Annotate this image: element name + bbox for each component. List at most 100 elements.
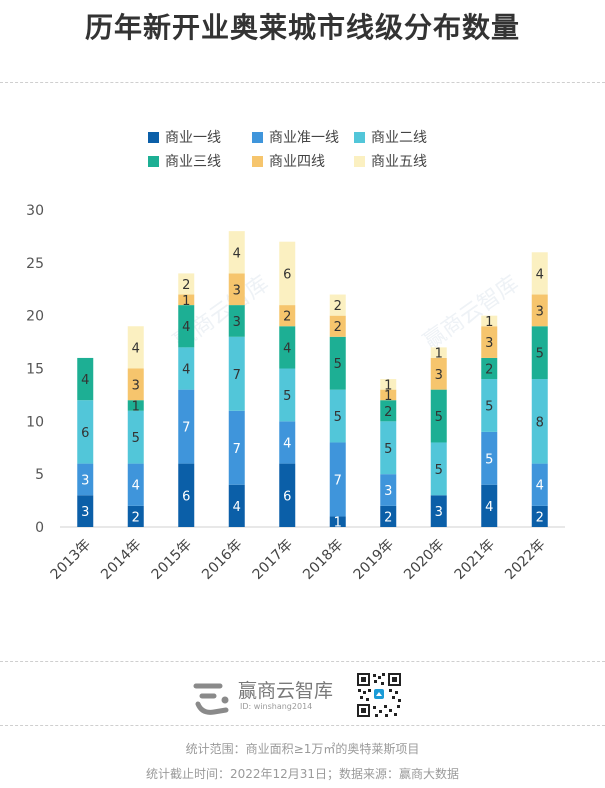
data-label: 3: [384, 484, 392, 499]
bar-segment: [77, 357, 94, 401]
y-tick-label: 0: [35, 520, 44, 536]
y-tick-label: 30: [26, 203, 44, 219]
data-label: 1: [132, 399, 140, 414]
bar-segment: [481, 379, 498, 432]
bottom-divider: [0, 725, 605, 726]
bar-segment: [329, 294, 346, 316]
data-label: 5: [435, 463, 443, 478]
legend-swatch: [252, 156, 263, 167]
data-label: 2: [334, 320, 342, 335]
bar-segment: [430, 357, 447, 390]
bar-segment: [77, 400, 94, 464]
bar-segment: [228, 231, 245, 274]
data-label: 5: [334, 410, 342, 425]
bar-segment: [380, 505, 397, 527]
data-label: 3: [435, 368, 443, 383]
data-label: 4: [536, 267, 544, 282]
legend-swatch: [148, 156, 159, 167]
footnote-scope: 统计范围：商业面积≥1万㎡的奥特莱斯项目: [185, 742, 420, 756]
data-label: 2: [485, 363, 493, 378]
legend-swatch: [148, 132, 159, 143]
data-label: 8: [536, 415, 544, 430]
bar-segment: [127, 326, 144, 369]
data-label: 3: [485, 336, 493, 351]
data-label: 3: [536, 304, 544, 319]
data-label: 7: [233, 368, 241, 383]
bar-segment: [430, 347, 447, 358]
data-label: 1: [485, 315, 493, 330]
x-tick-label: 2013年: [48, 537, 94, 583]
data-label: 1: [334, 516, 342, 531]
legend-swatch: [354, 132, 365, 143]
data-label: 4: [283, 341, 291, 356]
data-label: 2: [334, 299, 342, 314]
bar-segment: [127, 410, 144, 464]
bar-segment: [380, 389, 397, 401]
bar-segment: [127, 368, 144, 401]
x-tick-label: 2020年: [401, 537, 447, 583]
data-label: 2: [182, 278, 190, 293]
brand-logo-icon: [193, 683, 229, 715]
data-label: 5: [132, 431, 140, 446]
watermark-text: 赢商云智库: [419, 271, 523, 355]
qr-code-icon: [356, 672, 402, 718]
bar-segment: [279, 241, 296, 306]
data-label: 2: [384, 405, 392, 420]
bar-segment: [279, 421, 296, 464]
bar-segment: [481, 484, 498, 527]
middle-divider: [0, 661, 605, 662]
bar-segment: [77, 495, 94, 527]
legend-label: 商业四线: [269, 154, 325, 170]
data-label: 2: [384, 510, 392, 525]
data-label: 4: [81, 373, 89, 388]
bar-segment: [481, 326, 498, 358]
y-tick-label: 15: [26, 362, 44, 378]
bar-segment: [380, 400, 397, 422]
data-label: 5: [384, 442, 392, 457]
legend-label: 商业准一线: [269, 130, 339, 146]
bar-segment: [380, 379, 397, 390]
bar-segment: [127, 505, 144, 527]
x-tick-label: 2015年: [149, 537, 195, 583]
bar-segment: [430, 389, 447, 443]
bar-segment: [178, 347, 195, 390]
bar-segment: [127, 400, 144, 411]
bar-segment: [430, 495, 447, 527]
bar-segment: [430, 442, 447, 496]
data-label: 7: [233, 442, 241, 457]
x-tick-label: 2018年: [300, 537, 346, 583]
data-label: 4: [182, 320, 190, 335]
bar-segment: [178, 273, 195, 295]
legend-label: 商业二线: [371, 130, 427, 146]
data-label: 5: [485, 399, 493, 414]
data-label: 2: [132, 510, 140, 525]
bar-segment: [178, 305, 195, 348]
bar-segment: [531, 505, 548, 527]
x-tick-label: 2022年: [502, 537, 548, 583]
brand-name: 赢商云智库: [238, 680, 334, 702]
data-label: 4: [182, 363, 190, 378]
data-label: 4: [132, 341, 140, 356]
data-label: 3: [81, 505, 89, 520]
bar-segment: [178, 389, 195, 464]
chart-title: 历年新开业奥莱城市线级分布数量: [84, 11, 520, 44]
data-label: 1: [435, 347, 443, 362]
brand-block: 赢商云智库 ID: winshang2014: [192, 672, 412, 722]
bar-segment: [329, 516, 346, 527]
bar-segment: [279, 463, 296, 527]
brand-id: ID: winshang2014: [240, 702, 313, 711]
data-label: 3: [233, 283, 241, 298]
x-tick-label: 2019年: [351, 537, 397, 583]
x-tick-label: 2014年: [98, 537, 144, 583]
legend-label: 商业三线: [165, 154, 221, 170]
data-label: 4: [233, 500, 241, 515]
data-label: 5: [485, 452, 493, 467]
data-label: 3: [233, 315, 241, 330]
data-label: 4: [485, 500, 493, 515]
bar-segment: [329, 442, 346, 517]
data-label: 7: [334, 473, 342, 488]
data-label: 3: [435, 505, 443, 520]
bar-segment: [228, 410, 245, 485]
data-label: 6: [283, 267, 291, 282]
y-tick-label: 25: [26, 256, 44, 272]
